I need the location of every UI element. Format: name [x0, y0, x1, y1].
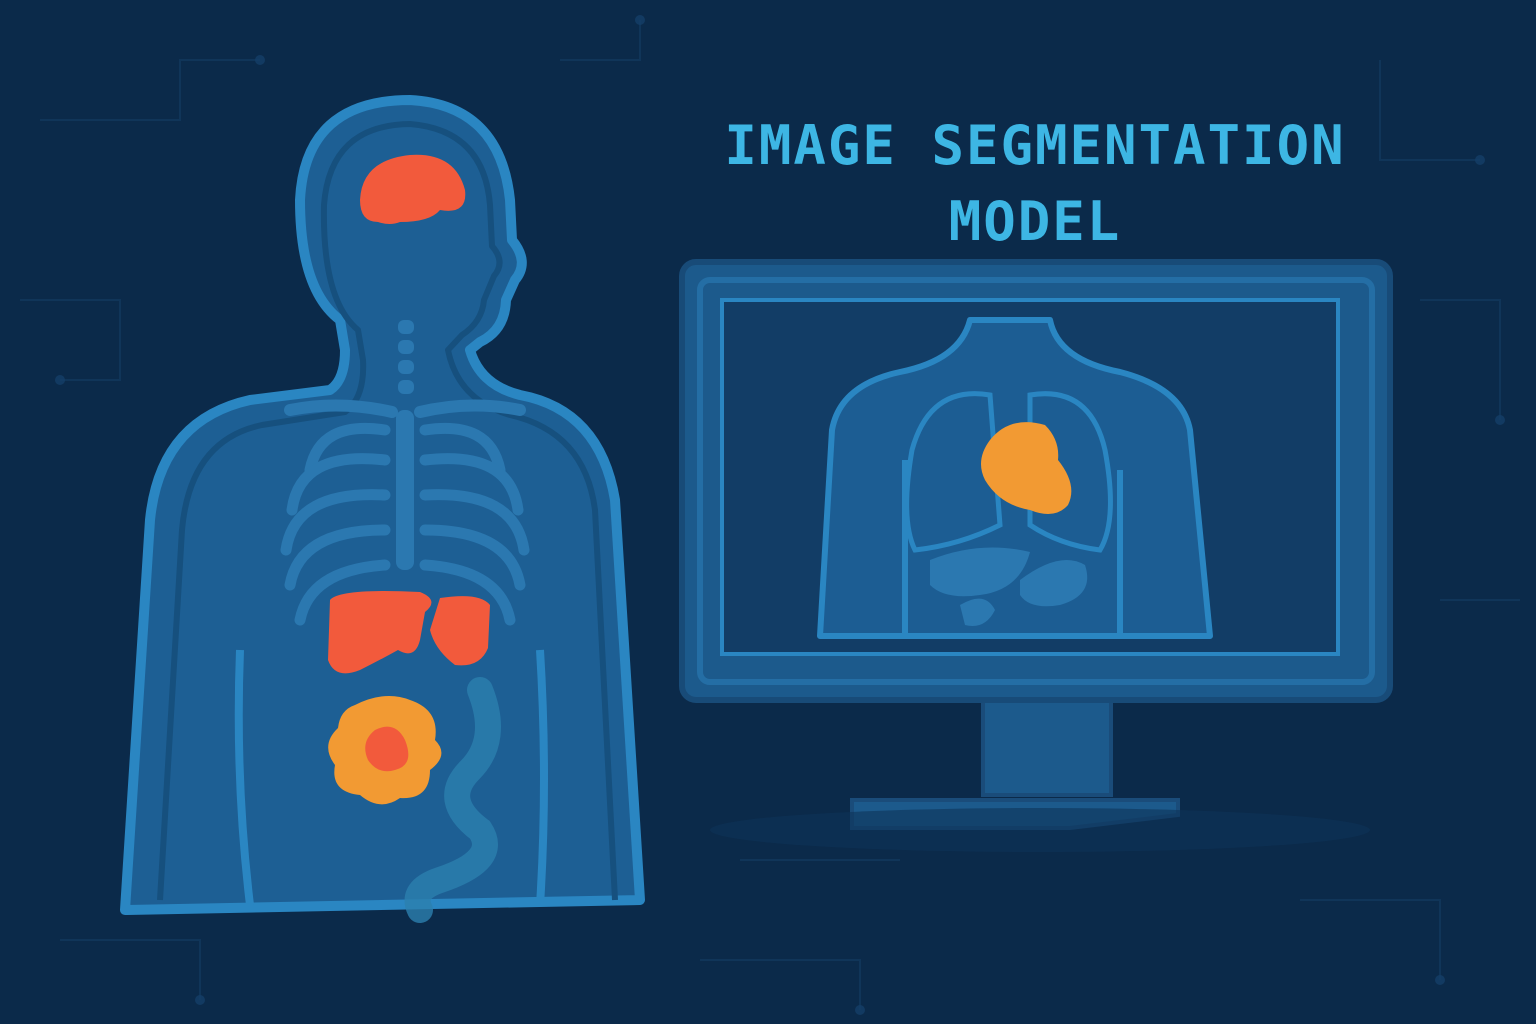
- monitor-icon: [679, 259, 1393, 852]
- page-title: IMAGE SEGMENTATION MODEL: [620, 108, 1450, 260]
- tumor-icon: [328, 696, 442, 805]
- liver-icon: [328, 591, 490, 674]
- human-silhouette-icon: [120, 95, 645, 923]
- brain-icon: [360, 154, 466, 224]
- heart-icon: [981, 422, 1072, 514]
- torso-scan-icon: [817, 317, 1213, 639]
- title-line-1: IMAGE SEGMENTATION: [724, 114, 1346, 177]
- title-line-2: MODEL: [948, 190, 1122, 253]
- ribs-icon: [280, 422, 530, 626]
- spine-icon: [396, 320, 414, 570]
